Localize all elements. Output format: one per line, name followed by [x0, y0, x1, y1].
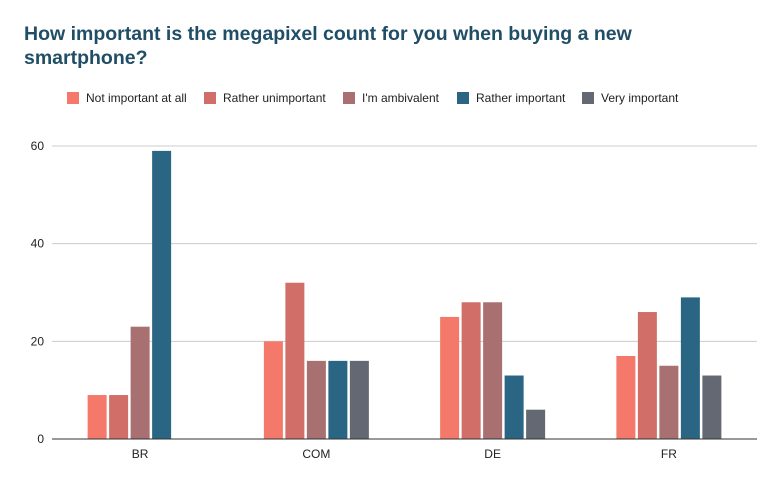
legend-swatch: [67, 92, 79, 104]
bar-com-series-1: [263, 341, 283, 439]
x-tick-label: DE: [484, 447, 501, 461]
legend-label: Very important: [601, 91, 679, 105]
chart-title: How important is the megapixel count for…: [24, 23, 632, 69]
bar-br-series-2: [109, 395, 129, 439]
y-tick-label: 0: [37, 432, 44, 446]
legend: Not important at all Rather unimportant I'…: [67, 91, 679, 105]
bar-de-series-2: [461, 302, 481, 439]
bar-br-series-4: [152, 150, 172, 439]
bar-com-series-4: [328, 360, 348, 439]
legend-label: Rather important: [476, 91, 566, 105]
bars: [87, 150, 722, 439]
bar-br-series-1: [87, 395, 107, 439]
bar-de-series-3: [483, 302, 503, 439]
y-tick-label: 40: [31, 237, 45, 251]
bar-br-series-3: [130, 326, 150, 439]
bar-com-series-3: [306, 360, 326, 439]
legend-swatch: [343, 92, 355, 104]
x-tick-label: FR: [661, 447, 677, 461]
legend-label: Not important at all: [86, 91, 187, 105]
bar-com-series-2: [285, 282, 305, 439]
bar-com-series-5: [349, 360, 369, 439]
legend-swatch: [582, 92, 594, 104]
bar-de-series-5: [526, 409, 546, 439]
bar-de-series-4: [504, 375, 524, 439]
legend-swatch: [457, 92, 469, 104]
legend-label: I'm ambivalent: [362, 91, 440, 105]
x-tick-label: COM: [302, 447, 330, 461]
bar-de-series-1: [440, 316, 460, 439]
bar-fr-series-5: [702, 375, 722, 439]
legend-label: Rather unimportant: [223, 91, 326, 105]
y-tick-label: 20: [31, 334, 45, 348]
bar-fr-series-2: [637, 312, 657, 439]
bar-fr-series-4: [680, 297, 700, 439]
y-tick-label: 60: [31, 139, 45, 153]
bar-fr-series-1: [616, 355, 636, 439]
y-axis-ticks: 0 20 40 60: [31, 139, 45, 446]
x-axis-ticks: BR COM DE FR: [132, 447, 677, 461]
x-tick-label: BR: [132, 447, 149, 461]
legend-swatch: [204, 92, 216, 104]
bar-fr-series-3: [659, 365, 679, 439]
